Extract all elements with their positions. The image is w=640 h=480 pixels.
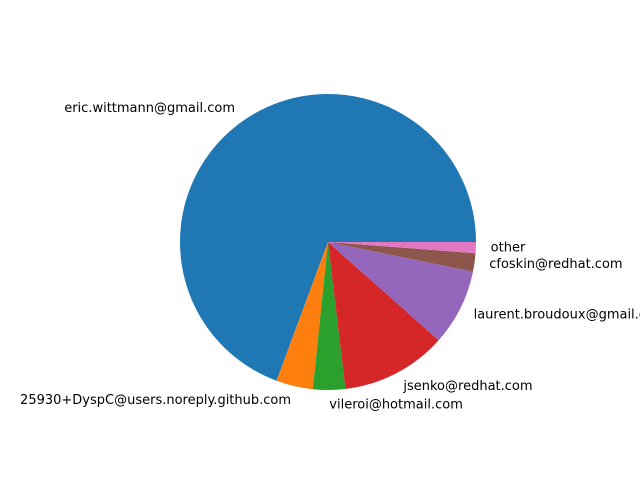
pie-slice-2 bbox=[312, 242, 346, 390]
pie-slice-4 bbox=[328, 242, 473, 341]
pie-slice-6 bbox=[328, 242, 477, 254]
pie-slice-label-3: jsenko@redhat.com bbox=[402, 379, 532, 394]
pie-slices bbox=[180, 93, 477, 390]
pie-slice-1 bbox=[276, 242, 328, 390]
pie-slice-0 bbox=[180, 93, 477, 381]
pie-slice-5 bbox=[328, 242, 476, 272]
pie-labels: eric.wittmann@gmail.com 25930+DyspC@users… bbox=[20, 101, 640, 412]
pie-slice-label-4: laurent.broudoux@gmail.com bbox=[474, 307, 640, 322]
pie-slice-label-1: 25930+DyspC@users.noreply.github.com bbox=[20, 393, 291, 408]
pie-slice-label-2: vileroi@hotmail.com bbox=[329, 397, 463, 412]
pie-slice-label-6: other bbox=[491, 241, 526, 256]
pie-slice-label-0: eric.wittmann@gmail.com bbox=[64, 101, 235, 116]
pie-slice-3 bbox=[328, 242, 439, 389]
pie-slice-label-5: cfoskin@redhat.com bbox=[489, 257, 622, 272]
